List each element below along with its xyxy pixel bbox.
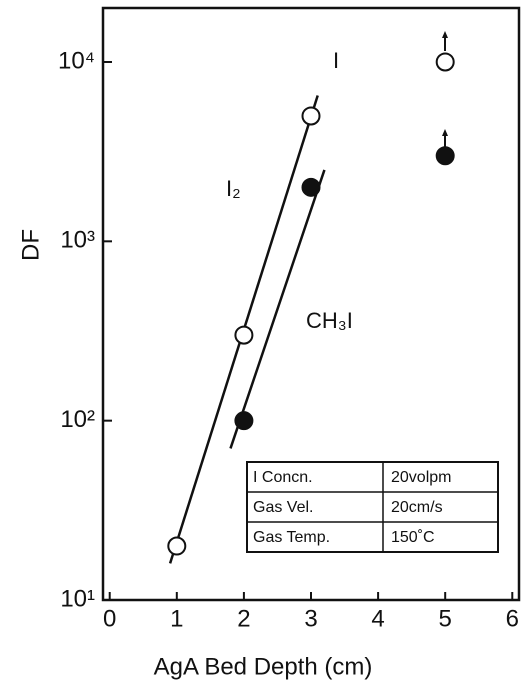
annotation: CH₃I [306, 308, 353, 333]
x-axis-label: AgA Bed Depth (cm) [154, 653, 373, 680]
point [167, 536, 187, 556]
y-tick-label: 10⁴ [58, 47, 95, 74]
arrow-head [442, 31, 448, 38]
table-cell: 20cm/s [391, 499, 443, 516]
point [435, 146, 455, 166]
x-tick-label: 6 [506, 605, 519, 632]
point [234, 411, 254, 431]
annotation: I [333, 48, 339, 73]
x-tick-label: 1 [170, 605, 183, 632]
y-tick-label: 10¹ [60, 585, 95, 612]
table-cell: 20volpm [391, 469, 451, 486]
y-axis-label: DF [17, 229, 44, 261]
x-tick-label: 3 [304, 605, 317, 632]
x-tick-label: 2 [237, 605, 250, 632]
fit-line [229, 169, 326, 449]
point [435, 52, 455, 72]
point [234, 325, 254, 345]
point [301, 106, 321, 126]
table-cell: I Concn. [253, 469, 313, 486]
annotation: I₂ [226, 176, 241, 201]
arrow-head [442, 129, 448, 136]
x-tick-label: 4 [371, 605, 384, 632]
table-cell: Gas Temp. [253, 529, 330, 546]
y-tick-label: 10³ [60, 227, 95, 254]
point [301, 177, 321, 197]
table-frame [246, 461, 499, 553]
y-tick-label: 10² [60, 406, 95, 433]
x-tick-label: 5 [439, 605, 452, 632]
x-tick-label: 0 [103, 605, 116, 632]
table-cell: 150˚C [391, 529, 435, 546]
table-cell: Gas Vel. [253, 499, 313, 516]
